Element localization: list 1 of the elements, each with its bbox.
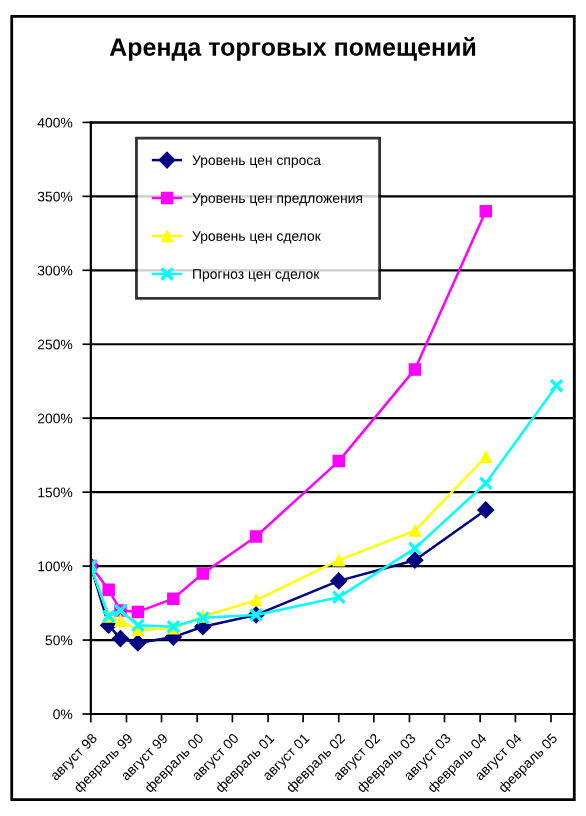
chart-title: Аренда торговых помещений bbox=[109, 37, 476, 61]
